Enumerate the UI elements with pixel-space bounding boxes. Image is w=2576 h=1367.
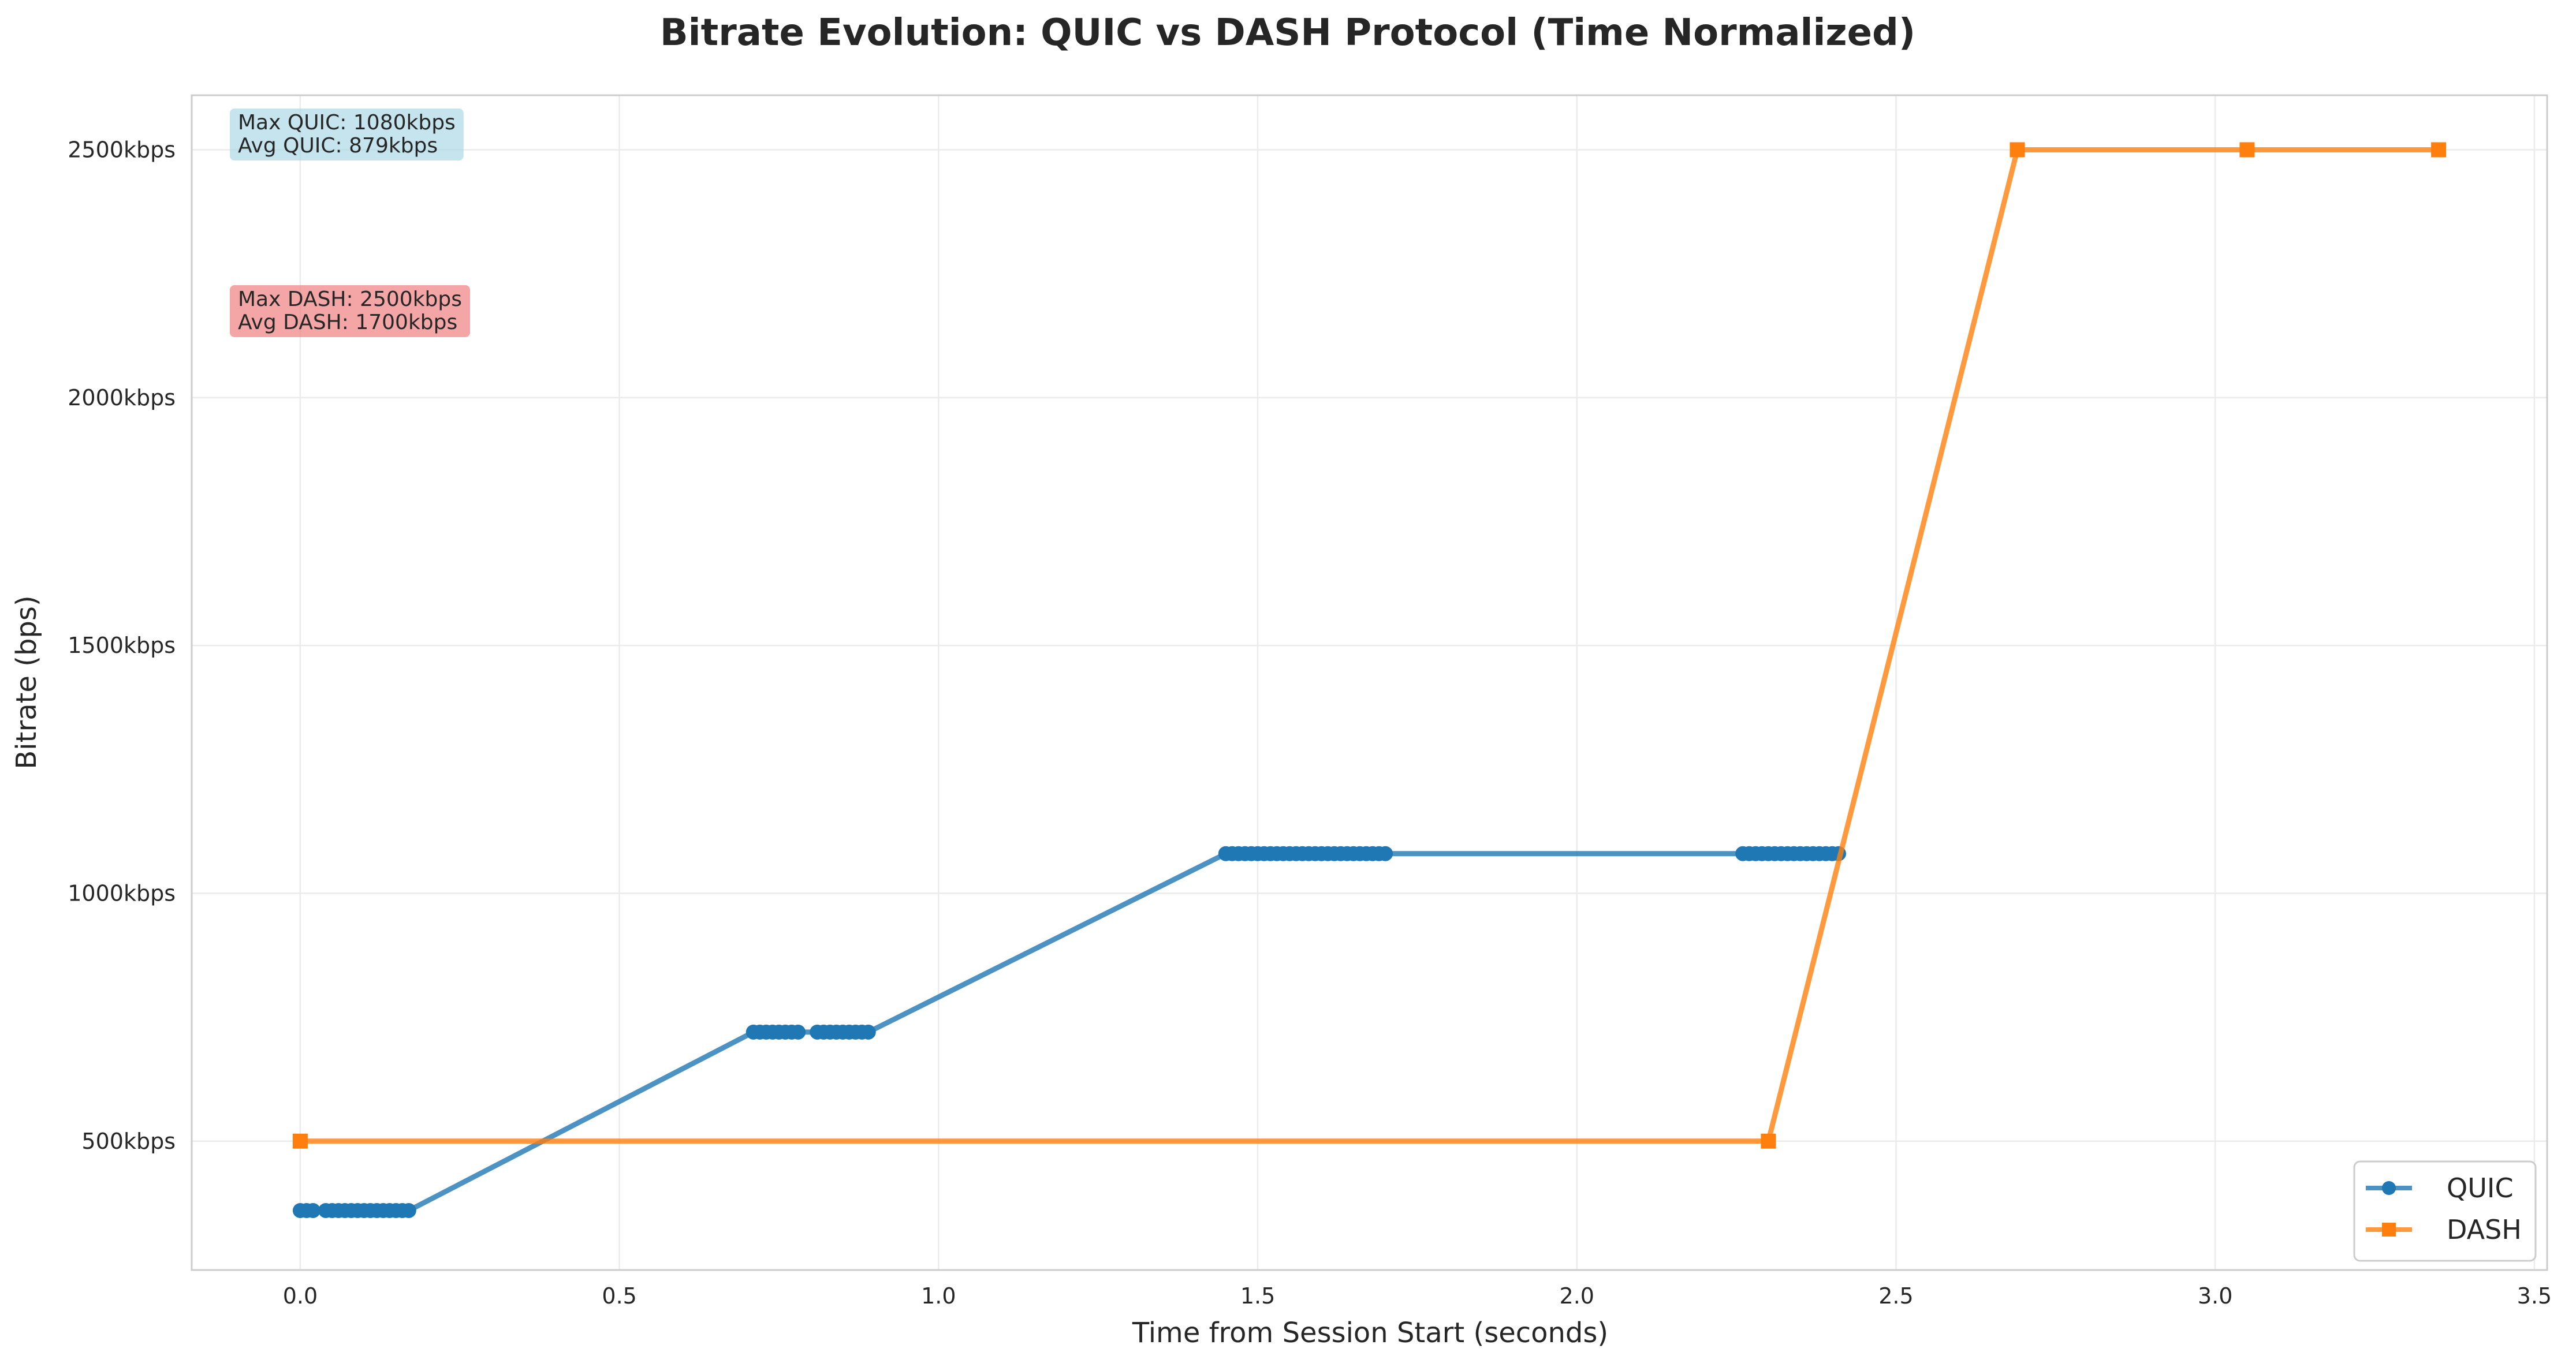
x-tick-label: 2.5 [1878,1283,1913,1309]
x-tick-label: 1.5 [1240,1283,1275,1309]
series-dash [292,142,2447,1149]
annotation-box [230,285,471,337]
annotation-text: Max DASH: 2500kbps [238,287,462,311]
chart-title: Bitrate Evolution: QUIC vs DASH Protocol… [660,12,1915,54]
data-point [2239,142,2255,158]
x-tick-label: 0.0 [283,1283,318,1309]
legend-label-quic: QUIC [2447,1172,2514,1204]
y-tick-label: 1500kbps [68,633,176,658]
tick-labels: 0.0 0.5 1.0 1.5 2.0 2.5 3.0 3.5 500kbps 1000kbps 1… [68,137,2552,1309]
legend-marker-dash [2382,1223,2396,1237]
x-tick-label: 3.5 [2517,1283,2552,1309]
legend-label-dash: DASH [2447,1214,2522,1245]
series-quic [292,846,1846,1218]
data-point [860,1024,876,1040]
x-tick-label: 2.0 [1560,1283,1594,1309]
y-axis-label: Bitrate (bps) [10,595,43,769]
data-point [2010,142,2025,158]
legend-marker-quic [2382,1181,2396,1195]
series-layer [292,142,2447,1218]
y-tick-label: 1000kbps [68,880,176,906]
data-point [292,1133,308,1149]
data-point [2431,142,2447,158]
x-tick-label: 1.0 [921,1283,956,1309]
y-tick-label: 2000kbps [68,385,176,410]
data-point [305,1202,321,1218]
y-tick-label: 2500kbps [68,137,176,162]
annotation-text: Avg DASH: 1700kbps [238,311,457,334]
annotation-text: Max QUIC: 1080kbps [238,111,456,135]
y-tick-label: 500kbps [81,1129,176,1154]
data-point [1378,846,1393,861]
legend: QUIC DASH [2353,1160,2537,1262]
annotation-box [230,109,464,160]
annotation-text: Avg QUIC: 879kbps [238,134,438,158]
data-point [401,1202,416,1218]
x-tick-label: 3.0 [2198,1283,2232,1309]
x-axis-label: Time from Session Start (seconds) [1132,1317,1608,1349]
plot-frame [191,94,2548,1271]
data-point [1761,1133,1776,1149]
data-point [791,1024,806,1040]
x-tick-label: 0.5 [602,1283,636,1309]
